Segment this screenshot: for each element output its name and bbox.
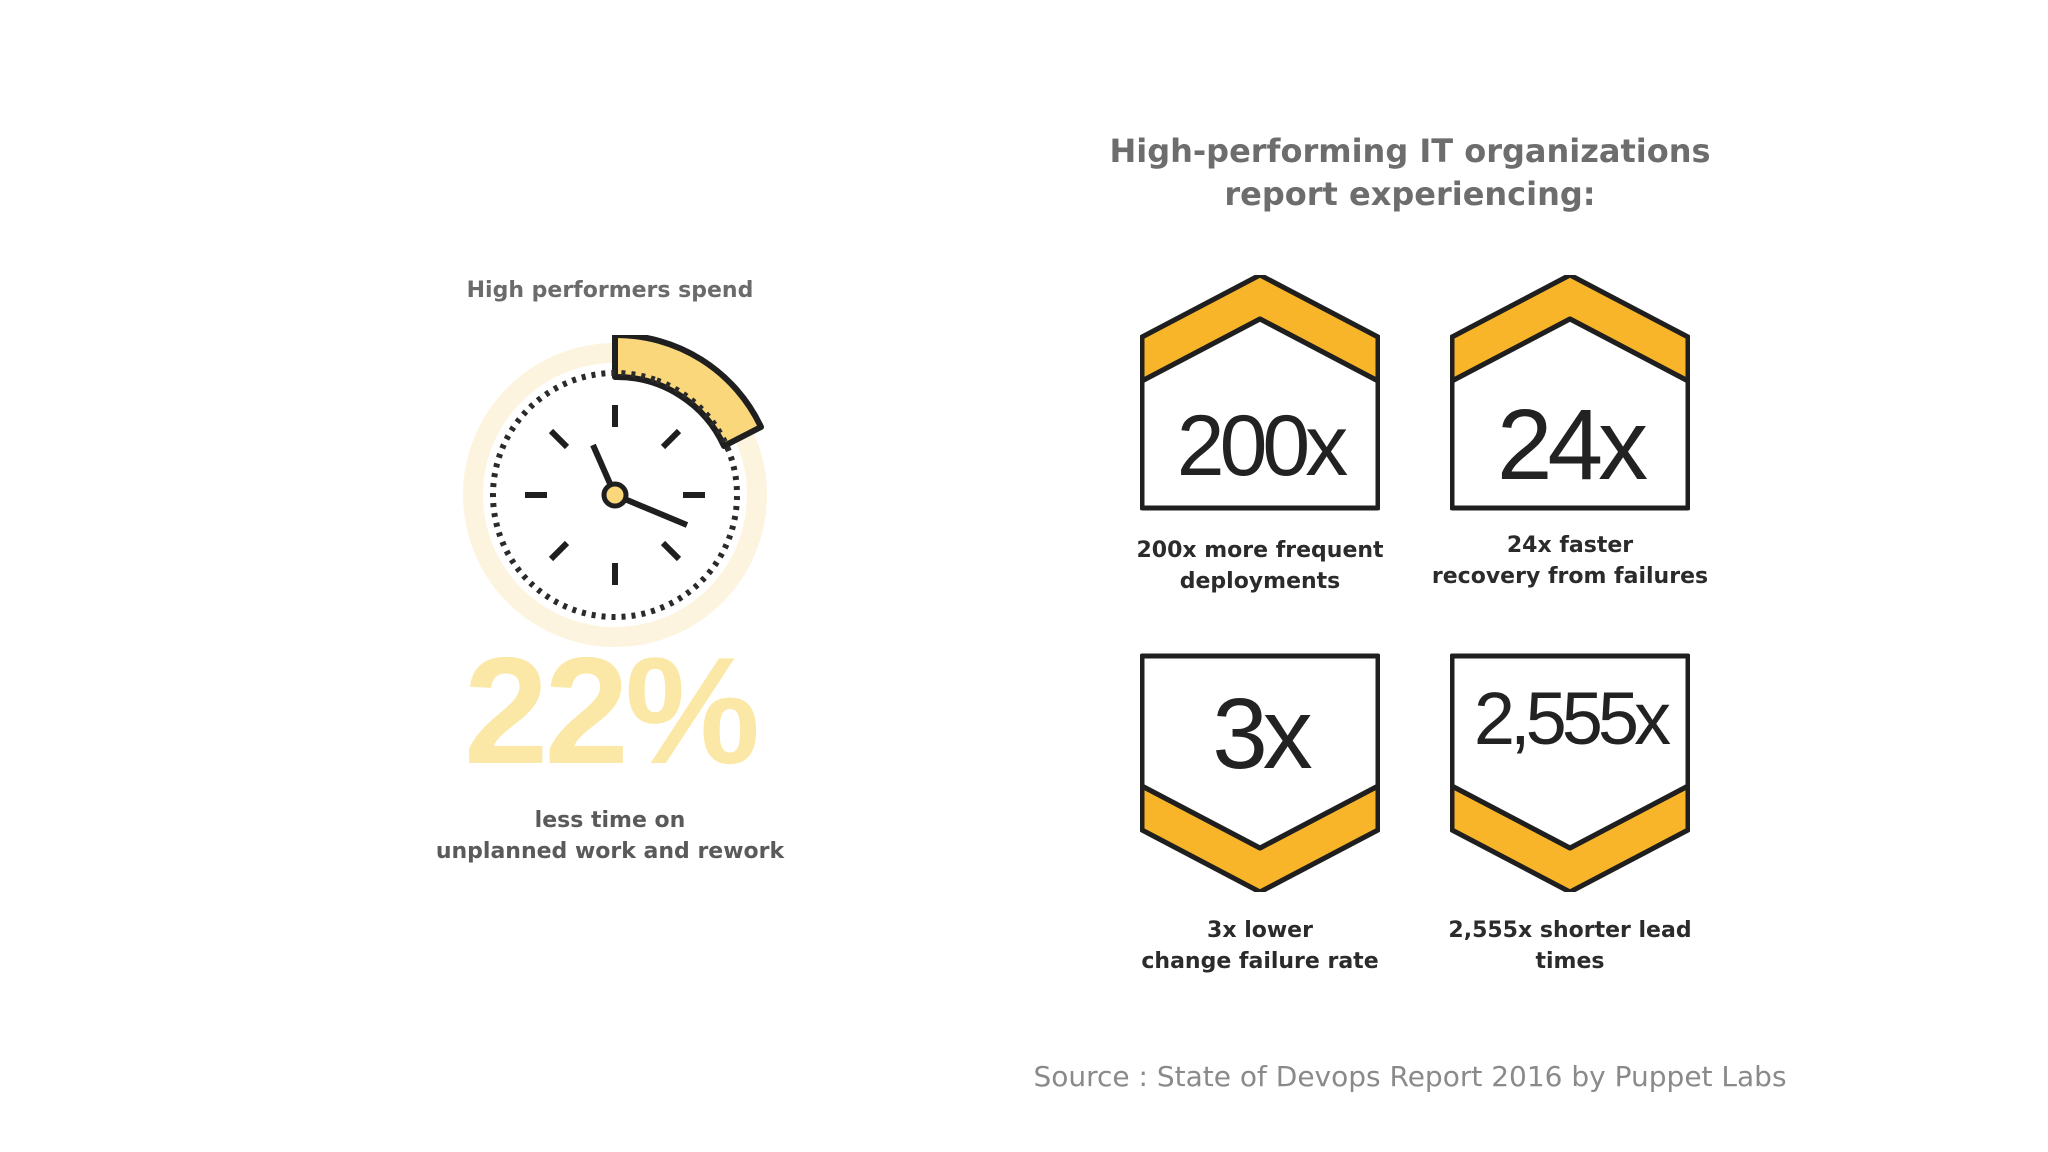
stat-caption-line2: unplanned work and rework — [435, 839, 785, 864]
source-note: Source : State of Devops Report 2016 by … — [1033, 1060, 1787, 1093]
badge-caption-lead-times: 2,555x shorter lead times — [1410, 915, 1730, 977]
badge-caption-line1: 24x faster — [1506, 533, 1634, 558]
badge-value: 24x — [1496, 389, 1648, 501]
chevron-up-icon — [1450, 275, 1690, 511]
stat-percent: 22% — [463, 626, 760, 796]
right-title: High-performing IT organizations report … — [1090, 130, 1730, 216]
badge-caption-line1: 3x lower — [1207, 918, 1313, 943]
stat-caption-line1: less time on — [534, 808, 686, 833]
badge-change-failure: 3x — [1140, 652, 1380, 892]
right-title-line2: report experiencing: — [1224, 175, 1596, 213]
chevron-down-icon — [1450, 653, 1690, 892]
badge-lead-times: 2,555x — [1450, 652, 1690, 892]
badge-caption-deployments: 200x more frequent deployments — [1100, 535, 1420, 597]
chevron-up-icon — [1140, 275, 1380, 511]
badge-caption-recovery: 24x faster recovery from failures — [1410, 530, 1730, 592]
clock-icon — [463, 335, 767, 647]
badge-recovery: 24x — [1450, 275, 1690, 511]
right-title-line1: High-performing IT organizations — [1109, 132, 1711, 170]
badge-value: 3x — [1212, 678, 1313, 790]
badge-caption-change-failure: 3x lower change failure rate — [1100, 915, 1420, 977]
stat-caption: less time on unplanned work and rework — [400, 805, 820, 867]
chevron-down-icon — [1140, 653, 1380, 892]
badge-value: 2,555x — [1473, 677, 1671, 760]
high-performers-title: High performers spend — [466, 278, 754, 303]
badge-deployments: 200x — [1140, 275, 1380, 511]
badge-value: 200x — [1176, 398, 1349, 494]
badge-caption-line1: 200x more frequent — [1136, 538, 1384, 563]
badge-caption-line2: times — [1535, 949, 1605, 974]
badge-caption-line2: recovery from failures — [1431, 564, 1709, 589]
badge-caption-line1: 2,555x shorter lead — [1448, 918, 1692, 943]
badge-caption-line2: change failure rate — [1141, 949, 1379, 974]
badge-caption-line2: deployments — [1179, 569, 1341, 594]
